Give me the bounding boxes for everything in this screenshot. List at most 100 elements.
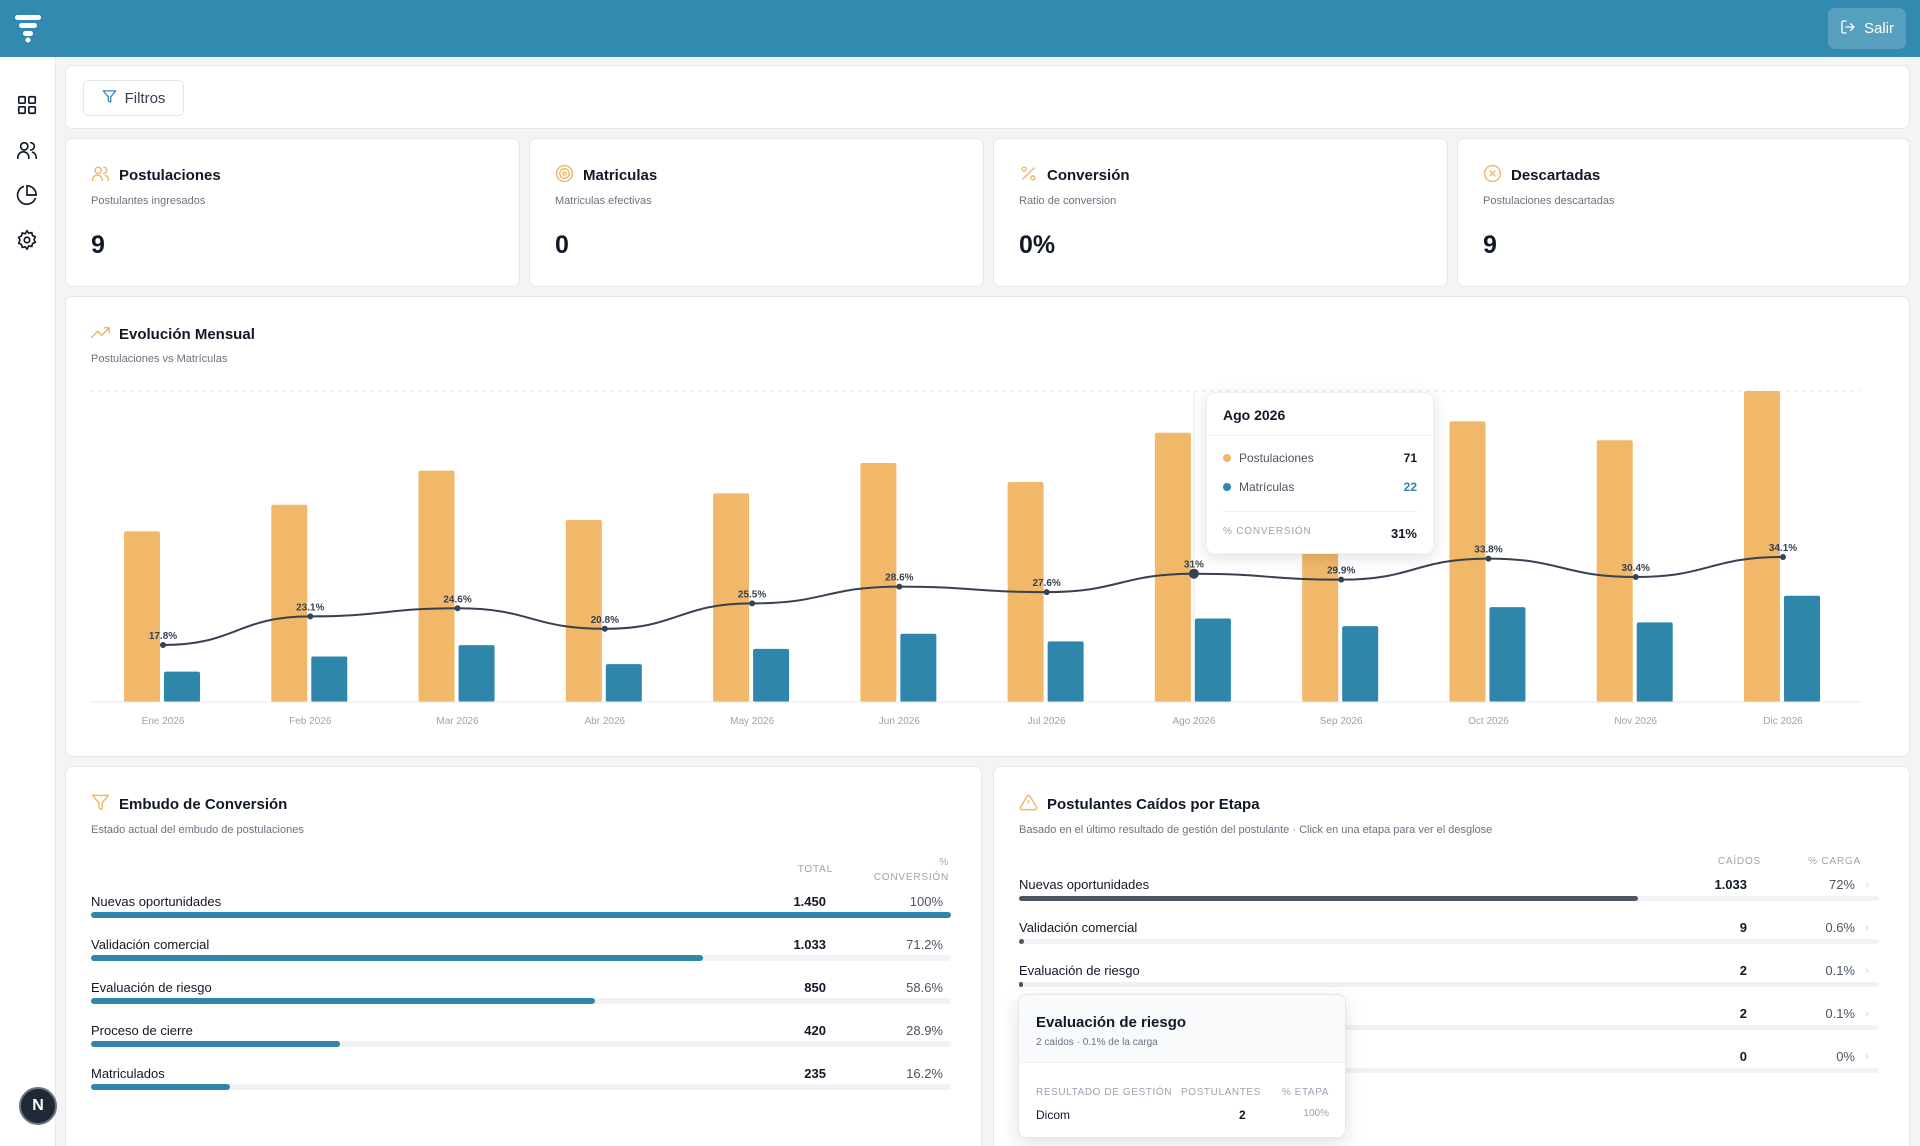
stat-title: Postulaciones: [119, 167, 221, 184]
pie-chart-icon[interactable]: [16, 184, 38, 206]
funnel-bar-fill: [91, 998, 595, 1004]
tooltip-row: Postulaciones 71: [1223, 451, 1417, 465]
dropped-load: 0.6%: [1825, 920, 1855, 935]
dropped-stage-row[interactable]: Validación comercial 9 0.6% ›: [1019, 920, 1879, 950]
tooltip-row: Matrículas 22: [1223, 480, 1417, 494]
funnel-stage-label: Evaluación de riesgo: [91, 980, 212, 995]
dropped-bar-track: [1019, 982, 1879, 987]
popup-cell-applicants: 2: [1239, 1108, 1246, 1122]
legend-dot: [1223, 483, 1231, 491]
section-title: Embudo de Conversión: [119, 796, 288, 813]
funnel-row: Validación comercial 1.033 71.2%: [91, 937, 951, 967]
funnel-total: 235: [804, 1066, 826, 1081]
funnel-conversion: 28.9%: [906, 1023, 943, 1038]
logout-label: Salir: [1863, 20, 1894, 37]
gear-icon[interactable]: [16, 229, 38, 251]
funnel-row: Matriculados 235 16.2%: [91, 1066, 951, 1096]
stat-subtitle: Matriculas efectivas: [555, 195, 652, 207]
funnel-total: 850: [804, 980, 826, 995]
funnel-total: 1.033: [793, 937, 826, 952]
dropped-stage-label: Validación comercial: [1019, 920, 1138, 935]
tooltip-conversion-label: % CONVERSIÓN: [1223, 526, 1312, 537]
chevron-right-icon: ›: [1865, 920, 1869, 934]
sidebar: [0, 57, 56, 1146]
dropped-bar-fill: [1019, 896, 1639, 901]
funnel-conversion: 71.2%: [906, 937, 943, 952]
x-circle-icon: [1483, 164, 1502, 187]
dropped-count: 9: [1739, 920, 1747, 935]
column-header-total: TOTAL: [797, 864, 833, 875]
funnel-row: Evaluación de riesgo 850 58.6%: [91, 980, 951, 1010]
chart-tooltip: Ago 2026 Postulaciones 71 Matrículas 22 …: [1206, 392, 1434, 554]
funnel-conversion: 100%: [909, 894, 943, 909]
popup-cell-result: Dicom: [1036, 1108, 1071, 1122]
funnel-bar-track: [91, 912, 951, 918]
section-subtitle: Basado en el último resultado de gestión…: [1019, 824, 1493, 836]
logout-button[interactable]: Salir: [1828, 8, 1906, 49]
dropped-stage-row[interactable]: Nuevas oportunidades 1.033 72% ›: [1019, 877, 1879, 907]
chevron-right-icon: ›: [1865, 963, 1869, 977]
funnel-stage-label: Validación comercial: [91, 937, 210, 952]
users-icon: [91, 164, 110, 187]
stat-title: Descartadas: [1511, 167, 1601, 184]
logo-icon[interactable]: [13, 13, 43, 43]
stat-title: Conversión: [1047, 167, 1130, 184]
column-header-conversion: % CONVERSIÓN: [873, 857, 949, 883]
stat-value: 0: [555, 231, 569, 259]
funnel-total: 420: [804, 1023, 826, 1038]
top-bar: Salir: [0, 0, 1920, 57]
dropped-stage-label: Nuevas oportunidades: [1019, 877, 1150, 892]
dropped-bar-track: [1019, 939, 1879, 944]
popup-col-stage: % ETAPA: [1281, 1087, 1329, 1098]
column-header-carga: % CARGA: [1808, 856, 1861, 867]
dropped-count: 1.033: [1714, 877, 1747, 892]
avatar[interactable]: N: [19, 1087, 57, 1125]
tooltip-title: Ago 2026: [1223, 407, 1286, 423]
filter-icon: [102, 89, 117, 108]
section-title: Evolución Mensual: [119, 326, 255, 343]
section-title: Postulantes Caídos por Etapa: [1047, 796, 1260, 813]
funnel-bar-track: [91, 998, 951, 1004]
stat-value: 0%: [1019, 231, 1056, 259]
funnel-conversion: 58.6%: [906, 980, 943, 995]
filters-button[interactable]: Filtros: [83, 80, 184, 116]
tooltip-label: Matrículas: [1239, 480, 1295, 494]
funnel-bar-fill: [91, 955, 704, 961]
dropped-count: 0: [1739, 1049, 1747, 1064]
stat-card-matriculas: Matriculas Matriculas efectivas 0: [529, 138, 984, 287]
trending-up-icon: [91, 323, 110, 346]
funnel-bar-fill: [91, 1084, 231, 1090]
column-header-caidos: CAÍDOS: [1717, 856, 1761, 867]
funnel-row: Proceso de cierre 420 28.9%: [91, 1023, 951, 1053]
tooltip-value: 22: [1403, 480, 1417, 494]
legend-dot: [1223, 454, 1231, 462]
popup-title: Evaluación de riesgo: [1036, 1014, 1187, 1031]
dropped-load: 0.1%: [1825, 963, 1855, 978]
stat-value: 9: [1483, 231, 1497, 259]
stat-subtitle: Postulantes ingresados: [91, 195, 206, 207]
chevron-right-icon: ›: [1865, 1006, 1869, 1020]
funnel-card: Embudo de Conversión Estado actual del e…: [65, 766, 982, 1146]
dropped-stage-label: Evaluación de riesgo: [1019, 963, 1140, 978]
monthly-evolution-card: Evolución Mensual Postulaciones vs Matrí…: [65, 296, 1910, 757]
section-subtitle: Postulaciones vs Matrículas: [91, 353, 228, 365]
filters-bar: Filtros: [65, 65, 1910, 129]
chevron-right-icon: ›: [1865, 1049, 1869, 1063]
funnel-bar-track: [91, 1084, 951, 1090]
dropped-load: 0%: [1836, 1049, 1855, 1064]
dashboard-grid-icon[interactable]: [16, 94, 38, 116]
filters-label: Filtros: [124, 89, 166, 107]
tooltip-conversion-value: 31%: [1390, 526, 1417, 541]
funnel-bar-fill: [91, 1041, 340, 1047]
dropped-bar-fill: [1019, 982, 1023, 987]
dropped-count: 2: [1739, 963, 1747, 978]
dropped-bar-fill: [1019, 939, 1025, 944]
users-icon[interactable]: [16, 139, 38, 161]
dropped-stage-row[interactable]: Evaluación de riesgo 2 0.1% ›: [1019, 963, 1879, 993]
popup-cell-stage: 100%: [1303, 1108, 1329, 1119]
funnel-stage-label: Nuevas oportunidades: [91, 894, 222, 909]
warning-icon: [1019, 793, 1038, 816]
stat-value: 9: [91, 231, 105, 259]
stage-breakdown-popup: Evaluación de riesgo 2 caídos · 0.1% de …: [1018, 994, 1346, 1138]
funnel-stage-label: Matriculados: [91, 1066, 165, 1081]
